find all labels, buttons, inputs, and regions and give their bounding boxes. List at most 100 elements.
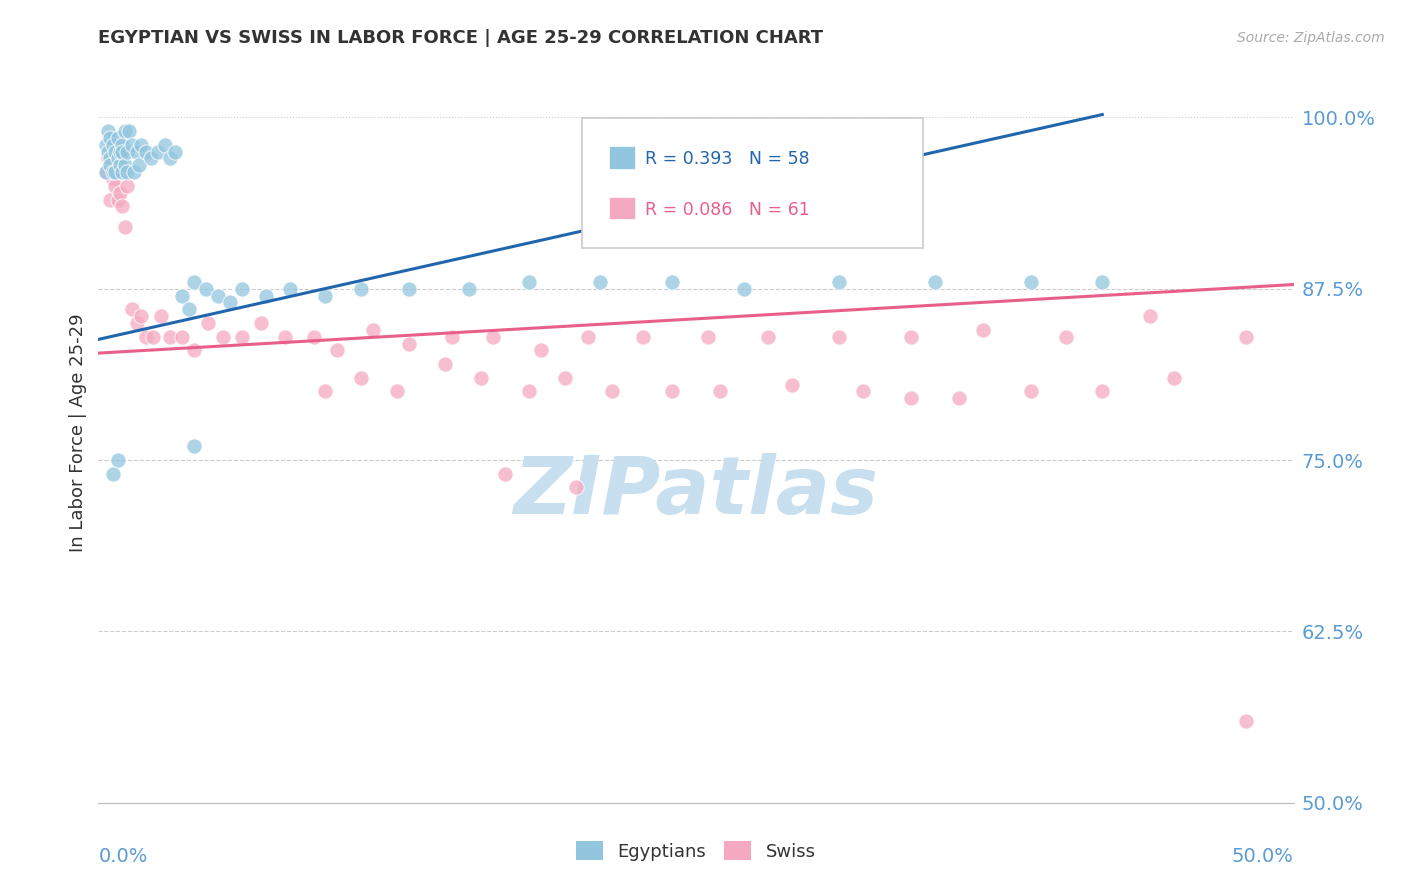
Point bbox=[98, 131, 122, 145]
Point bbox=[124, 165, 146, 179]
Point bbox=[108, 145, 131, 159]
Text: Source: ZipAtlas.com: Source: ZipAtlas.com bbox=[1237, 31, 1385, 45]
Point bbox=[94, 165, 117, 179]
Point bbox=[183, 343, 205, 358]
Point bbox=[135, 145, 157, 159]
FancyBboxPatch shape bbox=[609, 146, 636, 169]
Point bbox=[315, 288, 337, 302]
Point bbox=[554, 371, 576, 385]
Text: R = 0.086   N = 61: R = 0.086 N = 61 bbox=[644, 201, 810, 219]
Point bbox=[350, 282, 373, 296]
Point bbox=[139, 152, 162, 166]
Point bbox=[159, 329, 181, 343]
Point bbox=[107, 152, 129, 166]
Point bbox=[172, 329, 194, 343]
Point bbox=[172, 288, 194, 302]
Point bbox=[278, 282, 301, 296]
Text: 50.0%: 50.0% bbox=[1232, 847, 1294, 866]
Point bbox=[1019, 384, 1042, 399]
Point bbox=[142, 329, 165, 343]
Point bbox=[98, 193, 122, 207]
Point bbox=[114, 219, 136, 234]
Point bbox=[115, 165, 138, 179]
Point bbox=[108, 186, 131, 200]
Point bbox=[104, 145, 127, 159]
FancyBboxPatch shape bbox=[609, 196, 636, 219]
Point bbox=[733, 282, 755, 296]
Point bbox=[104, 178, 127, 193]
Point bbox=[219, 295, 242, 310]
Point bbox=[948, 392, 970, 406]
Point bbox=[972, 323, 994, 337]
Point bbox=[211, 329, 233, 343]
Point bbox=[274, 329, 297, 343]
Point bbox=[363, 323, 385, 337]
Point bbox=[114, 158, 136, 172]
Point bbox=[107, 193, 129, 207]
Point bbox=[128, 158, 150, 172]
Point bbox=[111, 145, 134, 159]
Point bbox=[97, 145, 120, 159]
Point bbox=[565, 480, 588, 494]
Point bbox=[494, 467, 516, 481]
Point bbox=[1163, 371, 1185, 385]
Point bbox=[131, 137, 153, 152]
Point bbox=[602, 384, 624, 399]
Point bbox=[155, 137, 177, 152]
Point bbox=[183, 275, 205, 289]
Point bbox=[1234, 329, 1257, 343]
Point bbox=[195, 282, 218, 296]
Point bbox=[633, 329, 655, 343]
FancyBboxPatch shape bbox=[582, 118, 922, 247]
Point bbox=[517, 384, 540, 399]
Point bbox=[114, 124, 136, 138]
Point bbox=[183, 439, 205, 453]
Point bbox=[661, 384, 683, 399]
Point bbox=[163, 145, 186, 159]
Point bbox=[481, 329, 505, 343]
Point bbox=[697, 329, 720, 343]
Point bbox=[350, 371, 373, 385]
Point bbox=[115, 145, 138, 159]
Point bbox=[121, 137, 143, 152]
Point bbox=[98, 152, 122, 166]
Text: 0.0%: 0.0% bbox=[98, 847, 148, 866]
Point bbox=[107, 131, 129, 145]
Point bbox=[104, 165, 127, 179]
Point bbox=[101, 137, 124, 152]
Point bbox=[148, 145, 170, 159]
Point bbox=[326, 343, 349, 358]
Point bbox=[709, 384, 731, 399]
Point bbox=[125, 316, 148, 330]
Point bbox=[315, 384, 337, 399]
Point bbox=[94, 165, 117, 179]
Text: R = 0.393   N = 58: R = 0.393 N = 58 bbox=[644, 150, 810, 169]
Point bbox=[111, 137, 134, 152]
Point bbox=[530, 343, 553, 358]
Point bbox=[254, 288, 277, 302]
Point bbox=[197, 316, 219, 330]
Y-axis label: In Labor Force | Age 25-29: In Labor Force | Age 25-29 bbox=[69, 313, 87, 552]
Point bbox=[131, 309, 153, 323]
Point bbox=[302, 329, 325, 343]
Text: ZIPatlas: ZIPatlas bbox=[513, 453, 879, 531]
Point bbox=[1019, 275, 1042, 289]
Point bbox=[470, 371, 492, 385]
Point bbox=[111, 199, 134, 213]
Point bbox=[101, 165, 124, 179]
Point bbox=[398, 282, 420, 296]
Point bbox=[578, 329, 600, 343]
Point bbox=[135, 329, 157, 343]
Point bbox=[517, 275, 540, 289]
Point bbox=[589, 275, 612, 289]
Point bbox=[1091, 275, 1114, 289]
Point bbox=[97, 152, 120, 166]
Point bbox=[385, 384, 409, 399]
Point bbox=[756, 329, 779, 343]
Text: EGYPTIAN VS SWISS IN LABOR FORCE | AGE 25-29 CORRELATION CHART: EGYPTIAN VS SWISS IN LABOR FORCE | AGE 2… bbox=[98, 29, 824, 47]
Point bbox=[118, 124, 141, 138]
Point bbox=[98, 158, 122, 172]
Point bbox=[661, 275, 683, 289]
Point bbox=[125, 145, 148, 159]
Point bbox=[1091, 384, 1114, 399]
